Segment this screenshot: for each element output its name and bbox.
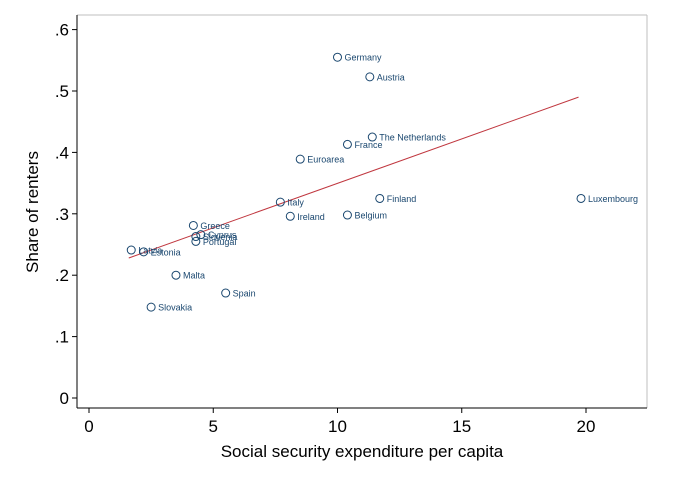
x-tick-label: 5: [209, 417, 218, 436]
point-label: Cyprus: [208, 230, 237, 240]
point-label: Slovakia: [158, 303, 192, 313]
y-tick-label: .6: [55, 21, 69, 40]
point-marker: [196, 230, 206, 240]
point-marker: [333, 52, 342, 62]
point-label: Slovenia: [203, 232, 238, 242]
point-label: Luxembourg: [588, 194, 638, 204]
x-tick-label: 20: [577, 417, 596, 436]
fit-line-layer: [128, 96, 579, 259]
point-marker: [191, 232, 201, 242]
point-marker: [221, 288, 231, 298]
point-label: Ireland: [297, 212, 325, 222]
point-marker: [188, 220, 198, 230]
point-label: Malta: [183, 271, 205, 281]
point-label: Latvia: [138, 246, 162, 256]
x-tick-label: 10: [328, 417, 347, 436]
x-axis-title: Social security expenditure per capita: [221, 442, 504, 461]
point-label: Belgium: [354, 211, 387, 221]
point-marker: [171, 270, 181, 280]
point-marker: [342, 210, 352, 220]
fit-line: [128, 96, 579, 259]
point-label: Italy: [287, 198, 304, 208]
x-tick-label: 15: [452, 417, 471, 436]
y-tick-label: .4: [55, 143, 69, 162]
point-marker: [365, 72, 375, 82]
y-tick-label: 0: [60, 389, 69, 408]
point-label: Portugal: [203, 237, 237, 247]
point-label: Germany: [345, 53, 383, 63]
plot-frame: [76, 14, 648, 409]
point-marker: [375, 193, 385, 203]
point-marker: [139, 247, 149, 257]
point-label: The Netherlands: [379, 133, 446, 143]
point-marker: [295, 154, 305, 164]
point-label: France: [354, 140, 382, 150]
point-label: Greece: [200, 221, 230, 231]
point-label: Estonia: [151, 247, 181, 257]
point-marker: [146, 302, 156, 312]
point-marker: [342, 139, 352, 149]
y-tick-label: .5: [55, 82, 69, 101]
point-label: Euroarea: [307, 155, 344, 165]
point-marker: [285, 211, 295, 221]
y-tick-label: .1: [55, 328, 69, 347]
y-axis-title: Share of renters: [23, 151, 42, 273]
axes: 0 .1 .2 .3 .4 .5 .6 0 5 10 15 20: [55, 21, 596, 436]
point-marker: [576, 193, 586, 203]
y-tick-label: .3: [55, 205, 69, 224]
point-marker: [191, 236, 201, 246]
point-label: Spain: [233, 289, 256, 299]
x-tick-label: 0: [84, 417, 93, 436]
point-marker: [126, 245, 136, 255]
point-label: Finland: [387, 194, 417, 204]
y-tick-label: .2: [55, 266, 69, 285]
point-marker: [367, 132, 377, 142]
point-label: Austria: [377, 72, 405, 82]
point-marker: [275, 197, 285, 207]
